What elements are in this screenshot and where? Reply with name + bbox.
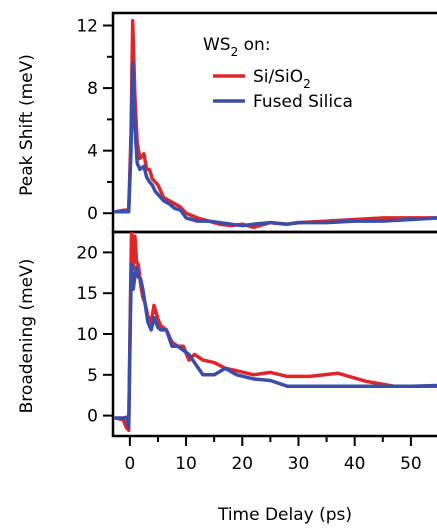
broadening-panel: 0 5 10 15 20 0 10 20 30 40 50 Broadening (meV) Ti… [17,230,437,525]
broadening-y-tick-label: 15 [76,284,98,304]
peak-shift-series-group [114,19,437,230]
broadening-series-group [114,231,437,433]
x-tick-label: 30 [288,454,310,474]
broadening-y-axis-title: Broadening (meV) [17,259,37,414]
broadening-y-tick-label: 20 [76,243,98,263]
peak-shift-line-fused-silica [114,61,437,228]
time-delay-x-axis-title: Time Delay (ps) [217,505,352,525]
x-tick-label: 0 [124,454,135,474]
peak-shift-line-si-sio2 [114,19,437,230]
x-tick-label: 40 [344,454,366,474]
broadening-line-si-sio2 [114,231,437,433]
legend-label-si-sio2: Si/SiO2 [253,67,311,91]
peak-shift-y-tick-label: 0 [87,204,98,224]
legend-title: WS2 on: [203,35,271,59]
peak-shift-y-axis: 0 4 8 12 [76,17,113,224]
broadening-y-axis: 0 5 10 15 20 [76,243,113,427]
time-delay-x-axis: 0 10 20 30 40 50 [124,436,422,474]
legend: WS2 on: Si/SiO2 Fused Silica [203,35,353,112]
broadening-y-tick-label: 10 [76,325,98,345]
broadening-y-tick-label: 0 [87,407,98,427]
peak-shift-panel: 0 4 8 12 Peak Shift (meV) WS2 on: Si/SiO2 F… [17,11,437,234]
x-tick-label: 10 [175,454,197,474]
broadening-plot-frame [111,230,437,438]
x-tick-label: 50 [400,454,422,474]
peak-shift-y-tick-label: 12 [76,17,98,37]
peak-shift-y-axis-title: Peak Shift (meV) [17,54,37,196]
broadening-y-tick-label: 5 [87,366,98,386]
peak-shift-y-tick-label: 4 [87,142,98,162]
broadening-line-fused-silica [114,262,437,430]
x-tick-label: 20 [231,454,253,474]
legend-label-fused-silica: Fused Silica [253,92,353,112]
peak-shift-y-tick-label: 8 [87,79,98,99]
